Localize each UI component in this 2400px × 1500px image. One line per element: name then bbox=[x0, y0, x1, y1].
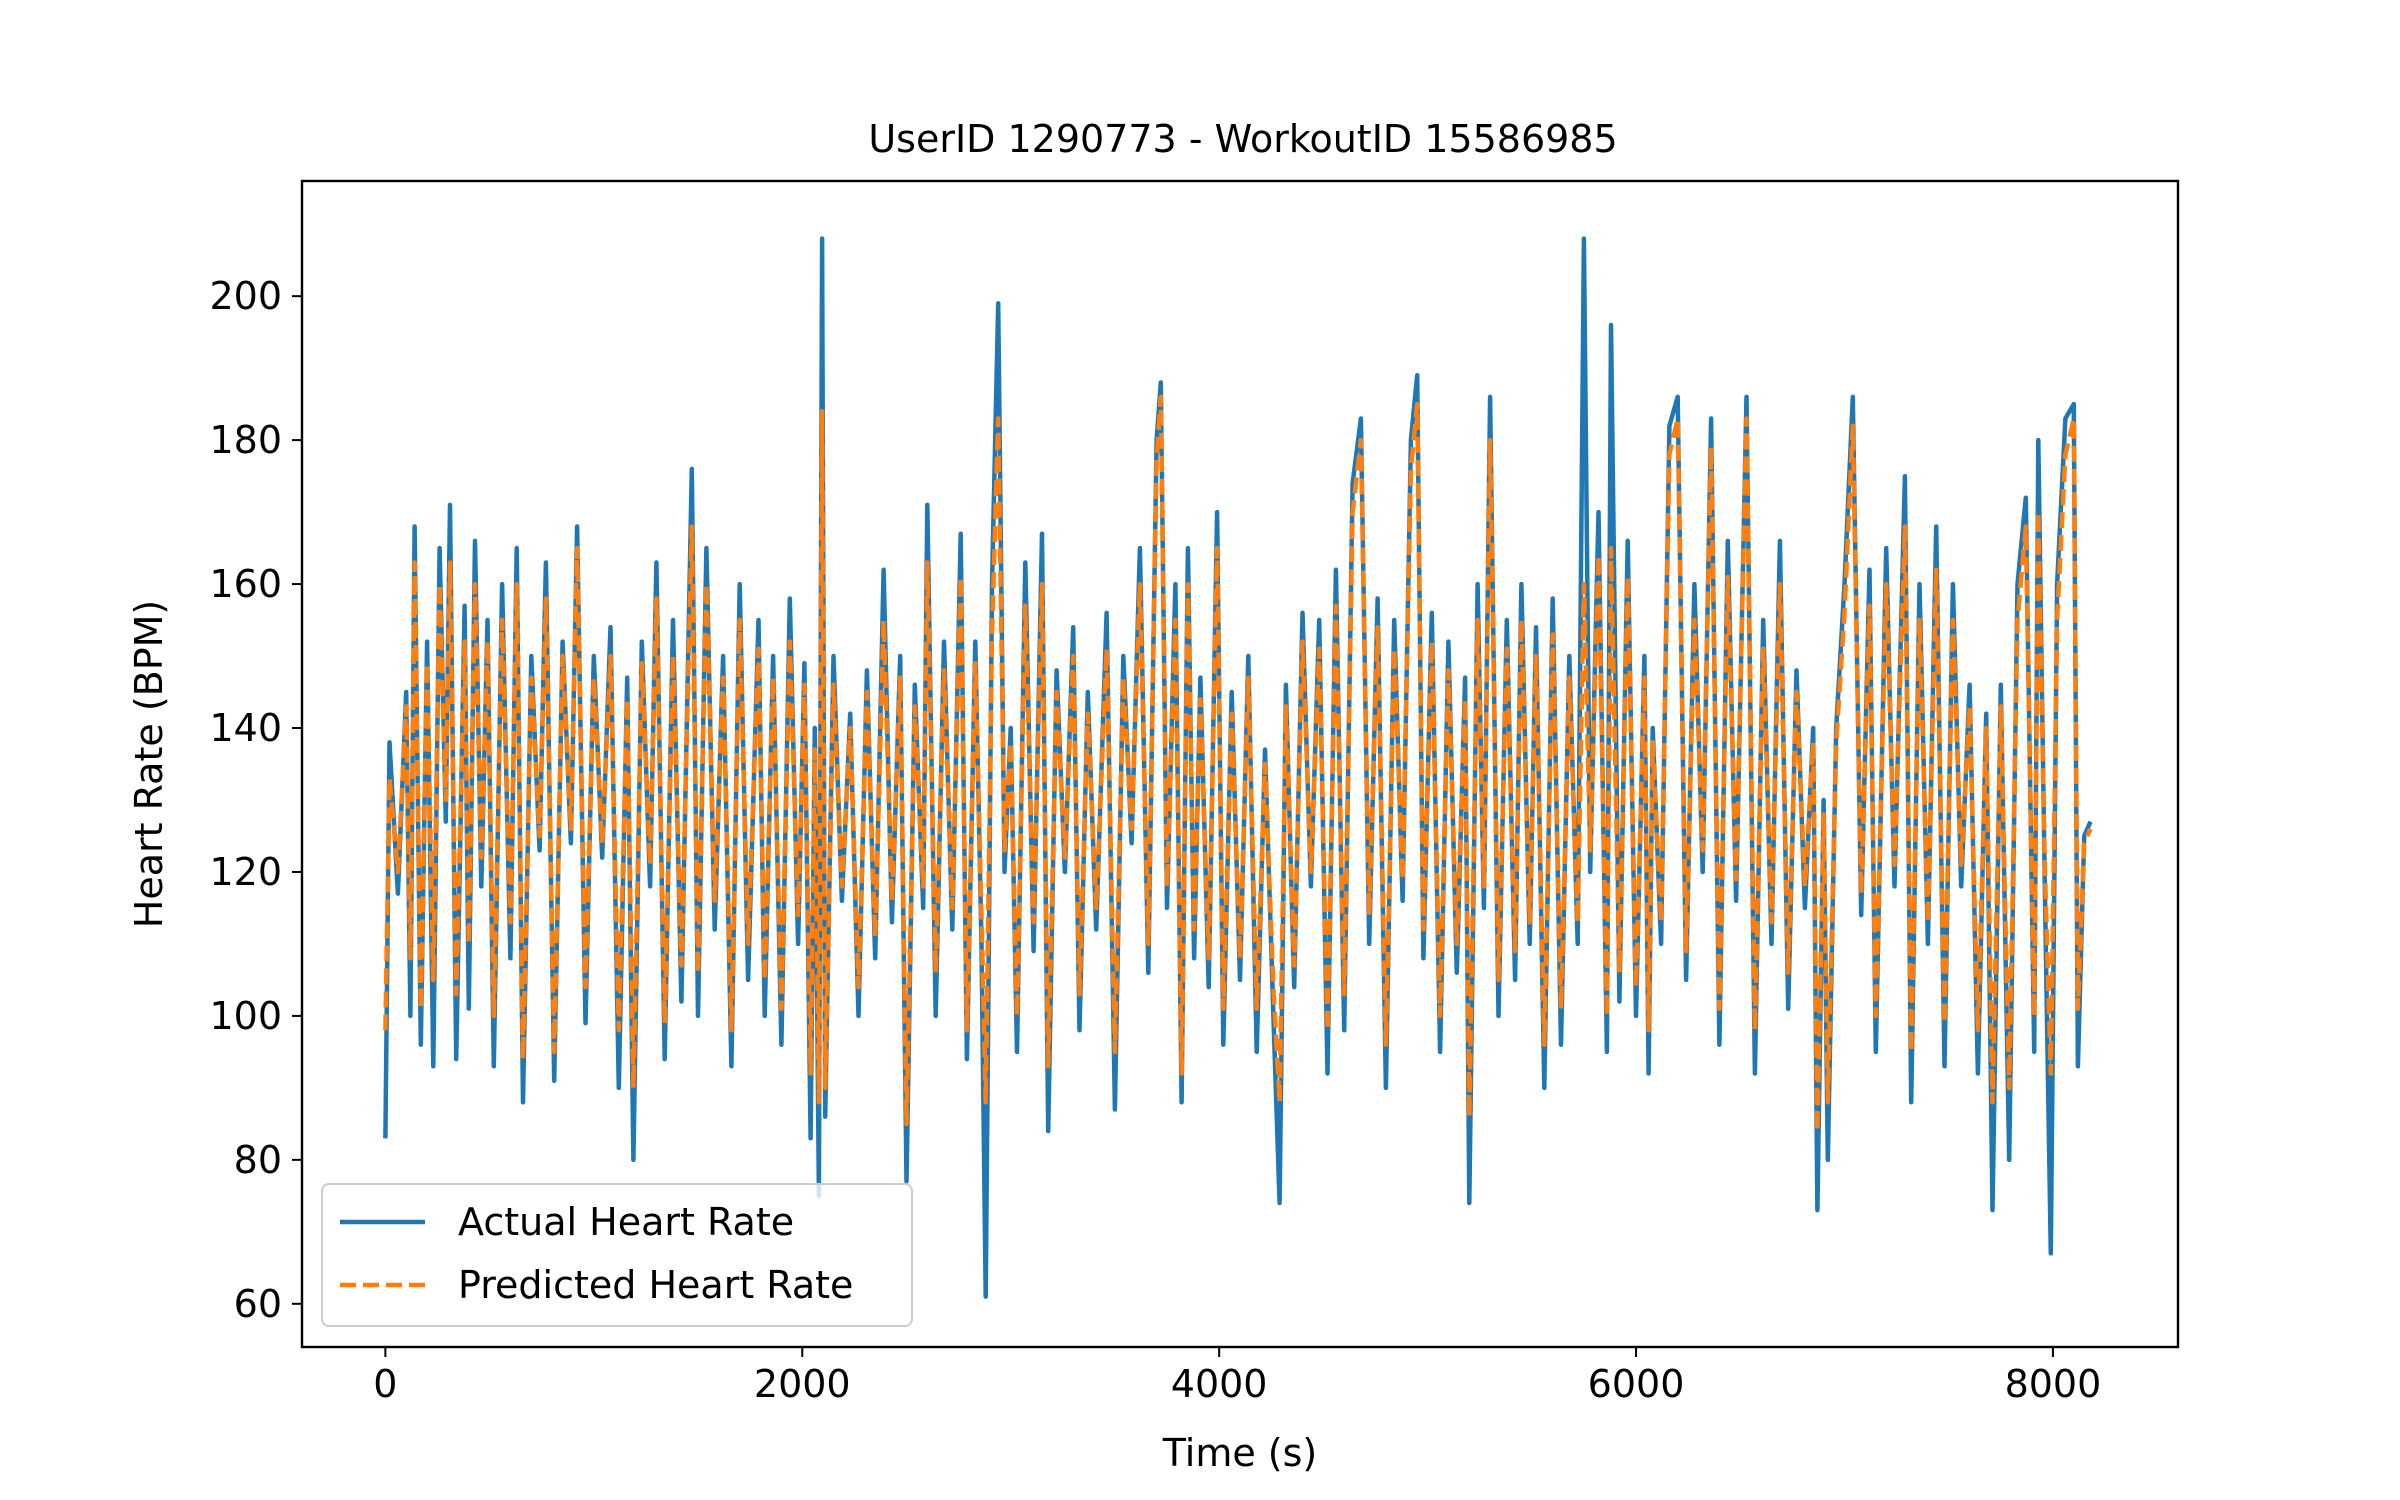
y-tick-label: 140 bbox=[209, 706, 282, 750]
x-tick-label: 4000 bbox=[1171, 1362, 1268, 1406]
y-tick-label: 160 bbox=[209, 562, 282, 606]
y-tick-label: 200 bbox=[209, 274, 282, 318]
x-tick-label: 2000 bbox=[754, 1362, 851, 1406]
x-tick-label: 6000 bbox=[1588, 1362, 1685, 1406]
series-line-predicted bbox=[383, 394, 2093, 1134]
y-tick-label: 180 bbox=[209, 418, 282, 462]
x-tick-label: 8000 bbox=[2005, 1362, 2102, 1406]
y-tick-label: 120 bbox=[209, 850, 282, 894]
y-tick-label: 100 bbox=[209, 994, 282, 1038]
legend-box bbox=[321, 1183, 913, 1327]
x-tick-label: 0 bbox=[373, 1362, 397, 1406]
legend-label-predicted: Predicted Heart Rate bbox=[458, 1263, 853, 1307]
x-axis: 0 2000 4000 6000 8000 bbox=[373, 1347, 2101, 1406]
plot-frame bbox=[300, 179, 2180, 1349]
y-axis: 60 80 100 120 140 160 180 200 bbox=[209, 274, 302, 1326]
chart-title: UserID 1290773 - WorkoutID 15586985 bbox=[868, 117, 1617, 161]
series-layer bbox=[383, 236, 2093, 1299]
legend-label-actual: Actual Heart Rate bbox=[458, 1200, 794, 1244]
plot-area bbox=[300, 179, 2180, 1349]
y-axis-label: Heart Rate (BPM) bbox=[127, 600, 171, 928]
y-tick-label: 60 bbox=[234, 1282, 282, 1326]
x-axis-label: Time (s) bbox=[1162, 1431, 1318, 1475]
y-tick-label: 80 bbox=[234, 1138, 282, 1182]
legend: Actual Heart Rate Predicted Heart Rate bbox=[321, 1183, 913, 1327]
